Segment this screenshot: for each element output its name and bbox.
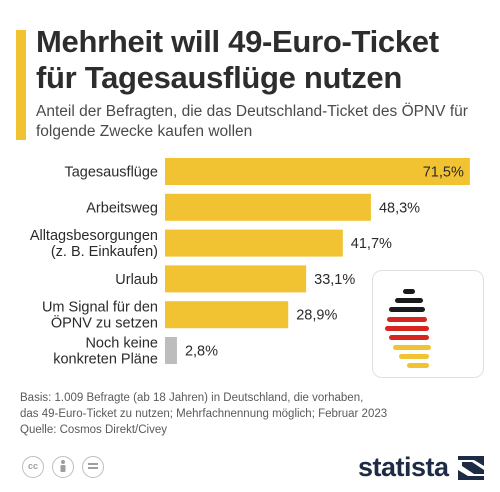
source-line-basis-cont: das 49-Euro-Ticket zu nutzen; Mehrfachne… <box>20 408 388 420</box>
category-label-4: Um Signal für den ÖPNV zu setzen <box>42 300 158 332</box>
equals-icon[interactable] <box>82 456 104 478</box>
page-subtitle: Anteil der Befragten, die das Deutschlan… <box>36 103 468 140</box>
source-note: Basis: 1.009 Befragte (ab 18 Jahren) in … <box>20 390 490 438</box>
page-title: Mehrheit will 49-Euro-Ticket für Tagesau… <box>36 24 439 95</box>
license-icons: cc <box>22 456 112 480</box>
bar-4 <box>165 301 289 329</box>
bar-chart: Tagesausflüge 71,5% Arbeitsweg 48,3% Alltags… <box>30 158 470 368</box>
bar-0 <box>165 158 470 185</box>
value-label-3: 33,1% <box>314 272 355 288</box>
statista-mark-icon <box>458 456 484 480</box>
cc-icon[interactable]: cc <box>22 456 44 478</box>
category-label-1: Arbeitsweg <box>86 200 158 216</box>
person-icon[interactable] <box>52 456 74 478</box>
category-label-2: Alltagsbesorgungen (z. B. Einkaufen) <box>30 228 158 260</box>
germany-ticket-illustration <box>372 270 484 378</box>
germany-flag-map-icon <box>385 289 431 368</box>
bar-5 <box>165 337 177 364</box>
statista-wordmark: statista <box>358 452 449 482</box>
value-label-1: 48,3% <box>379 200 420 216</box>
source-line-quelle: Quelle: Cosmos Direkt/Civey <box>20 424 167 436</box>
source-line-basis: Basis: 1.009 Befragte (ab 18 Jahren) in … <box>20 392 364 404</box>
value-label-2: 41,7% <box>351 236 392 252</box>
category-label-5: Noch keine konkreten Pläne <box>53 336 158 368</box>
bar-1 <box>165 193 371 221</box>
title-accent-bar <box>16 30 26 140</box>
bar-2 <box>165 229 343 257</box>
category-label-0: Tagesausflüge <box>64 165 158 181</box>
value-label-4: 28,9% <box>296 308 337 324</box>
statista-logo[interactable]: statista <box>358 452 488 484</box>
value-label-0: 71,5% <box>423 165 464 181</box>
value-label-5: 2,8% <box>185 344 218 360</box>
category-label-3: Urlaub <box>115 272 158 288</box>
bar-3 <box>165 265 307 293</box>
